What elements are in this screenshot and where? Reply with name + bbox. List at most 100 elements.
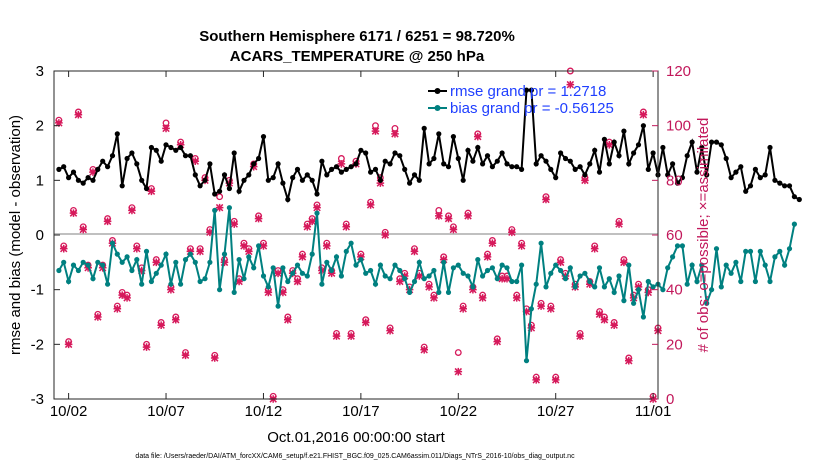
right-y-tick-label: 20 xyxy=(666,336,683,353)
bias-point xyxy=(129,267,135,274)
possible-obs-marker xyxy=(454,349,462,356)
bias-point xyxy=(470,284,476,290)
rmse-point xyxy=(631,150,637,156)
assimilated-obs-marker xyxy=(542,195,550,204)
bias-point xyxy=(304,273,310,279)
bias-point xyxy=(95,259,101,265)
bias-point xyxy=(650,284,656,290)
rmse-point xyxy=(338,169,344,175)
x-tick-label: 10/22 xyxy=(440,403,478,420)
assimilated-obs-marker xyxy=(64,340,73,349)
rmse-point xyxy=(231,150,237,156)
bias-point xyxy=(499,262,505,268)
bias-point xyxy=(660,287,666,293)
bias-point xyxy=(148,278,154,285)
bias-point xyxy=(582,270,588,276)
rmse-point xyxy=(139,177,145,183)
chart-subtitle: ACARS_TEMPERATURE @ 250 hPa xyxy=(230,48,485,65)
assimilated-obs-marker xyxy=(152,258,161,267)
assimilated-obs-marker xyxy=(551,376,560,384)
bias-point xyxy=(455,262,461,268)
bias-point xyxy=(606,276,612,282)
bias-point xyxy=(212,207,218,213)
rmse-point xyxy=(723,155,729,162)
assimilated-obs-marker xyxy=(459,305,467,313)
assimilated-obs-marker xyxy=(439,255,448,264)
bias-point xyxy=(528,306,535,312)
rmse-point xyxy=(621,128,627,134)
rmse-point xyxy=(353,161,359,167)
rmse-point xyxy=(372,166,379,172)
bias-point xyxy=(645,278,651,285)
bias-point xyxy=(80,259,86,265)
bias-point xyxy=(114,251,120,257)
bias-point xyxy=(402,276,408,282)
assimilated-obs-marker xyxy=(366,201,375,209)
rmse-point xyxy=(363,150,369,156)
assimilated-obs-marker xyxy=(410,247,419,256)
assimilated-obs-marker xyxy=(454,367,463,376)
assimilated-obs-marker xyxy=(264,288,273,297)
assimilated-obs-marker xyxy=(118,291,126,299)
rmse-point xyxy=(577,164,583,170)
rmse-point xyxy=(416,177,422,183)
bias-point xyxy=(538,240,544,246)
assimilated-obs-marker xyxy=(425,283,433,291)
bias-point xyxy=(631,300,637,306)
rmse-point xyxy=(358,147,364,153)
bias-point xyxy=(548,270,554,276)
bias-point xyxy=(338,273,344,279)
assimilated-obs-marker xyxy=(522,307,531,316)
left-y-axis-ticks: -3 -2 -1 0 1 2 3 xyxy=(31,63,60,408)
rmse-point xyxy=(153,147,159,153)
rmse-point xyxy=(558,150,564,156)
rmse-point xyxy=(484,153,491,159)
assimilated-obs-marker xyxy=(206,228,214,237)
bias-point xyxy=(558,267,564,274)
assimilated-obs-marker xyxy=(566,80,575,89)
assimilated-obs-marker xyxy=(337,160,346,168)
bias-point xyxy=(290,270,296,276)
assimilated-obs-marker xyxy=(488,239,497,247)
assimilated-obs-marker xyxy=(493,337,502,346)
assimilated-obs-marker xyxy=(449,225,458,234)
rmse-point xyxy=(114,131,120,137)
rmse-point xyxy=(743,188,749,194)
assimilated-obs-marker xyxy=(469,285,477,294)
rmse-point xyxy=(251,161,257,167)
bias-point xyxy=(611,289,617,295)
rmse-point xyxy=(119,183,125,189)
bias-point xyxy=(543,284,549,290)
assimilated-obs-marker xyxy=(254,214,263,223)
rmse-point xyxy=(519,166,525,172)
rmse-point xyxy=(80,180,86,186)
left-y-tick-label: 0 xyxy=(36,227,44,244)
right-y-tick-label: 100 xyxy=(666,118,691,135)
rmse-point xyxy=(791,194,798,200)
x-tick-label: 10/27 xyxy=(537,403,575,420)
rmse-point xyxy=(90,177,96,183)
bias-point xyxy=(679,243,686,249)
x-tick-label: 10/17 xyxy=(342,403,380,420)
rmse-point xyxy=(100,158,106,164)
assimilated-obs-marker xyxy=(113,305,122,313)
left-y-tick-label: -2 xyxy=(31,336,44,353)
rmse-point xyxy=(660,144,666,151)
assimilated-obs-marker xyxy=(142,343,151,351)
bias-series xyxy=(56,205,798,364)
bias-point xyxy=(348,240,354,246)
bias-point xyxy=(377,262,383,268)
rmse-point xyxy=(314,191,320,197)
x-tick-label: 10/12 xyxy=(245,403,283,420)
rmse-point xyxy=(645,166,651,172)
rmse-point xyxy=(538,153,544,159)
bias-point xyxy=(372,281,379,287)
assimilated-obs-marker xyxy=(128,206,136,215)
rmse-point xyxy=(319,158,325,164)
bias-point xyxy=(577,273,583,279)
bias-point xyxy=(504,265,510,271)
left-y-axis-label: rmse and bias (model - observation) xyxy=(7,115,24,355)
legend-bias-label: bias grand pr = -0.56125 xyxy=(450,100,614,117)
bias-point xyxy=(158,262,164,268)
bias-point xyxy=(689,262,695,268)
